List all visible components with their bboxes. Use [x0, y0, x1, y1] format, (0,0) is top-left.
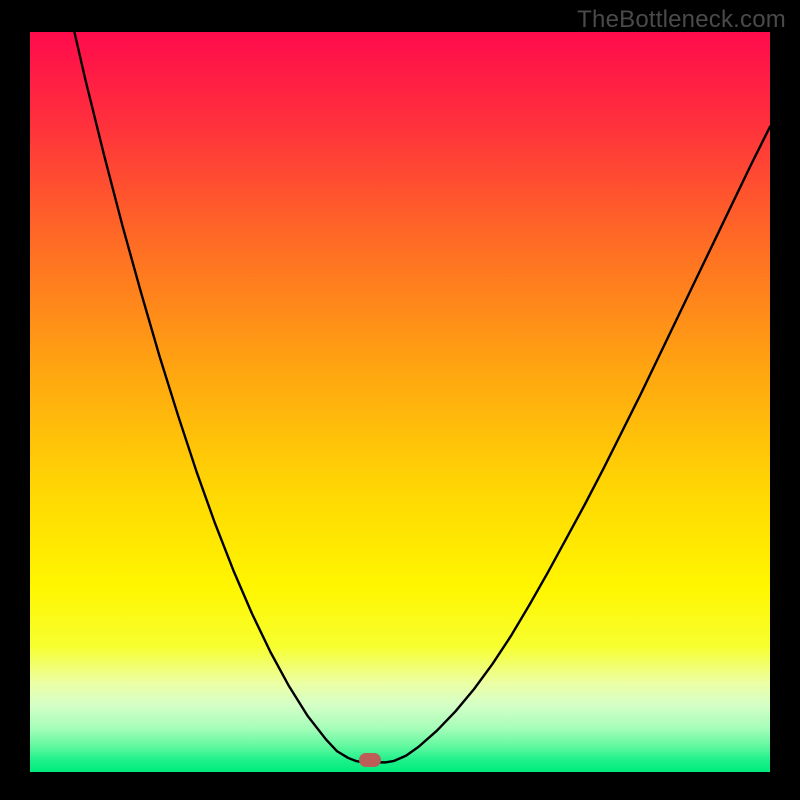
minimum-marker	[359, 753, 381, 767]
plot-area	[30, 32, 770, 772]
chart-frame: TheBottleneck.com	[0, 0, 800, 800]
watermark-text: TheBottleneck.com	[577, 6, 786, 34]
curve-path	[74, 32, 770, 762]
curve-layer	[30, 32, 770, 772]
